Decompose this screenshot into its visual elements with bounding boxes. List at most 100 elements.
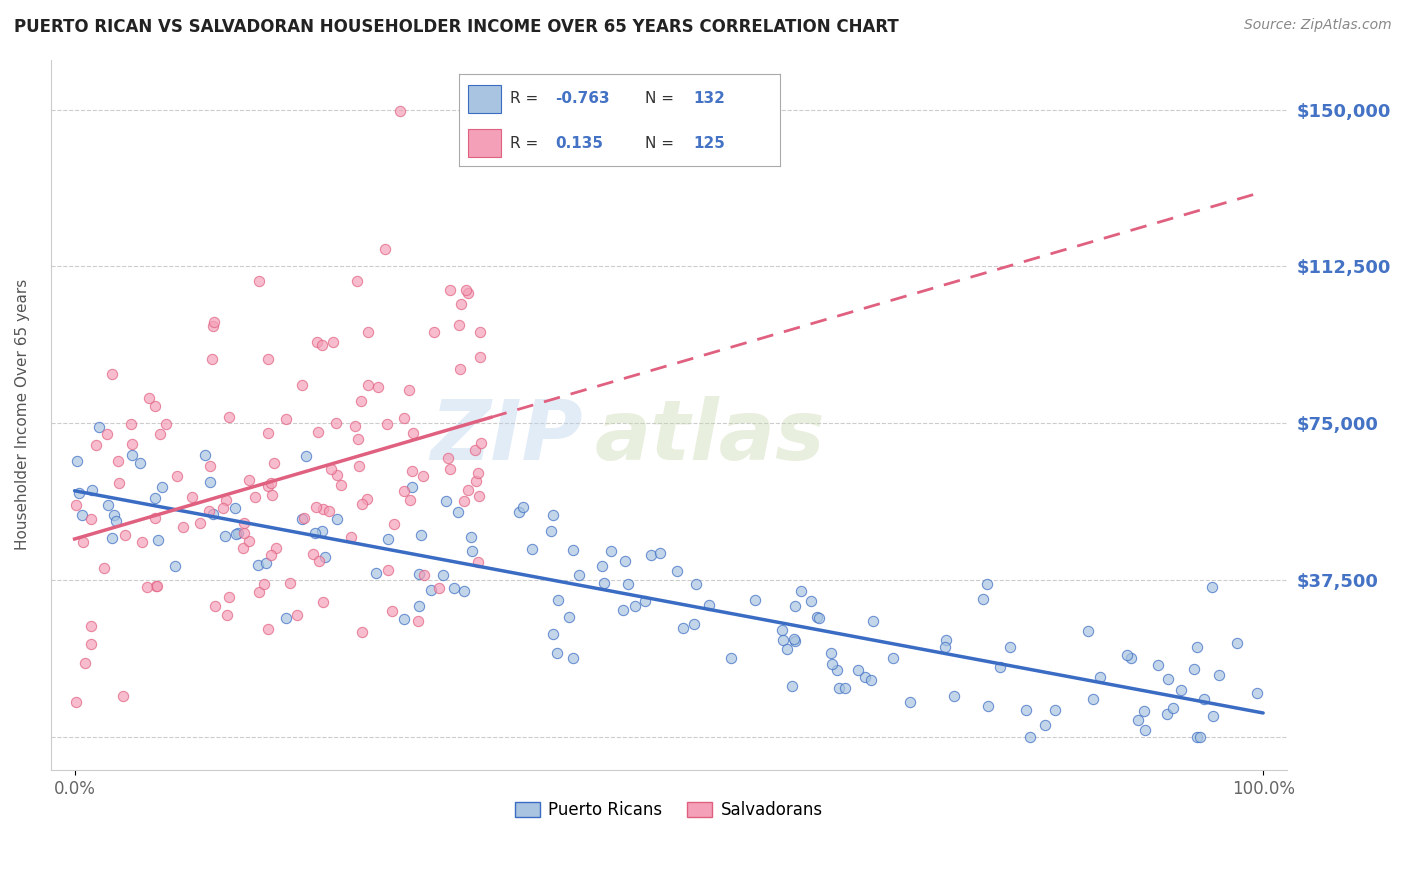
Salvadorans	[274, 411, 297, 425]
Puerto Ricans	[254, 556, 277, 570]
Salvadorans	[470, 325, 492, 339]
Puerto Ricans	[246, 558, 269, 572]
Salvadorans	[374, 242, 396, 256]
Puerto Ricans	[1088, 670, 1111, 684]
Salvadorans	[262, 488, 284, 502]
Salvadorans	[73, 656, 96, 670]
Puerto Ricans	[1201, 709, 1223, 723]
Puerto Ricans	[558, 610, 581, 624]
Salvadorans	[398, 383, 420, 397]
Salvadorans	[292, 510, 315, 524]
Puerto Ricans	[304, 525, 326, 540]
Salvadorans	[107, 454, 129, 468]
Puerto Ricans	[80, 483, 103, 498]
Puerto Ricans	[1115, 648, 1137, 662]
Salvadorans	[457, 483, 479, 497]
Puerto Ricans	[291, 512, 314, 526]
Salvadorans	[321, 462, 343, 476]
Puerto Ricans	[274, 610, 297, 624]
Puerto Ricans	[1208, 668, 1230, 682]
Salvadorans	[65, 498, 87, 512]
Salvadorans	[449, 362, 471, 376]
Salvadorans	[218, 410, 240, 425]
Puerto Ricans	[1043, 704, 1066, 718]
Puerto Ricans	[66, 454, 89, 468]
Puerto Ricans	[100, 531, 122, 545]
Salvadorans	[155, 417, 177, 432]
Puerto Ricans	[198, 475, 221, 489]
Salvadorans	[257, 622, 280, 636]
Salvadorans	[394, 411, 416, 425]
Puerto Ricans	[898, 695, 921, 709]
Salvadorans	[465, 475, 488, 489]
Puerto Ricans	[800, 594, 823, 608]
Salvadorans	[80, 619, 103, 633]
Salvadorans	[190, 516, 212, 530]
Puerto Ricans	[935, 632, 957, 647]
Salvadorans	[212, 500, 235, 515]
Salvadorans	[247, 585, 270, 599]
Puerto Ricans	[806, 610, 828, 624]
Puerto Ricans	[541, 627, 564, 641]
Salvadorans	[388, 104, 411, 119]
Salvadorans	[308, 554, 330, 568]
Salvadorans	[329, 477, 352, 491]
Puerto Ricans	[720, 651, 742, 665]
Puerto Ricans	[121, 448, 143, 462]
Puerto Ricans	[401, 480, 423, 494]
Puerto Ricans	[1033, 718, 1056, 732]
Salvadorans	[377, 417, 399, 432]
Salvadorans	[453, 494, 475, 508]
Puerto Ricans	[512, 500, 534, 514]
Salvadorans	[344, 419, 367, 434]
Salvadorans	[84, 438, 107, 452]
Salvadorans	[278, 575, 301, 590]
Puerto Ricans	[1147, 657, 1170, 672]
Salvadorans	[202, 318, 225, 333]
Y-axis label: Householder Income Over 65 years: Householder Income Over 65 years	[15, 279, 30, 550]
Puerto Ricans	[862, 615, 884, 629]
Puerto Ricans	[853, 670, 876, 684]
Puerto Ricans	[1182, 662, 1205, 676]
Puerto Ricans	[366, 566, 388, 580]
Salvadorans	[347, 459, 370, 474]
Salvadorans	[114, 528, 136, 542]
Salvadorans	[454, 283, 477, 297]
Puerto Ricans	[593, 575, 616, 590]
Puerto Ricans	[1083, 692, 1105, 706]
Puerto Ricans	[1187, 730, 1209, 744]
Salvadorans	[253, 576, 276, 591]
Puerto Ricans	[820, 646, 842, 660]
Salvadorans	[131, 534, 153, 549]
Salvadorans	[349, 394, 371, 409]
Puerto Ricans	[600, 544, 623, 558]
Salvadorans	[401, 464, 423, 478]
Salvadorans	[72, 535, 94, 549]
Puerto Ricans	[311, 524, 333, 538]
Salvadorans	[382, 516, 405, 531]
Puerto Ricans	[460, 530, 482, 544]
Salvadorans	[470, 436, 492, 450]
Puerto Ricans	[129, 456, 152, 470]
Puerto Ricans	[67, 486, 90, 500]
Puerto Ricans	[420, 583, 443, 598]
Puerto Ricans	[461, 544, 484, 558]
Salvadorans	[439, 462, 461, 476]
Salvadorans	[305, 334, 328, 349]
Puerto Ricans	[882, 651, 904, 665]
Puerto Ricans	[1119, 650, 1142, 665]
Salvadorans	[436, 451, 458, 466]
Puerto Ricans	[685, 576, 707, 591]
Salvadorans	[347, 432, 370, 446]
Salvadorans	[322, 334, 344, 349]
Puerto Ricans	[943, 689, 966, 703]
Salvadorans	[204, 599, 226, 614]
Puerto Ricans	[828, 681, 851, 695]
Salvadorans	[238, 533, 260, 548]
Salvadorans	[232, 516, 254, 530]
Puerto Ricans	[434, 494, 457, 508]
Puerto Ricans	[1157, 672, 1180, 686]
Salvadorans	[447, 318, 470, 333]
Puerto Ricans	[821, 657, 844, 672]
Salvadorans	[406, 615, 429, 629]
